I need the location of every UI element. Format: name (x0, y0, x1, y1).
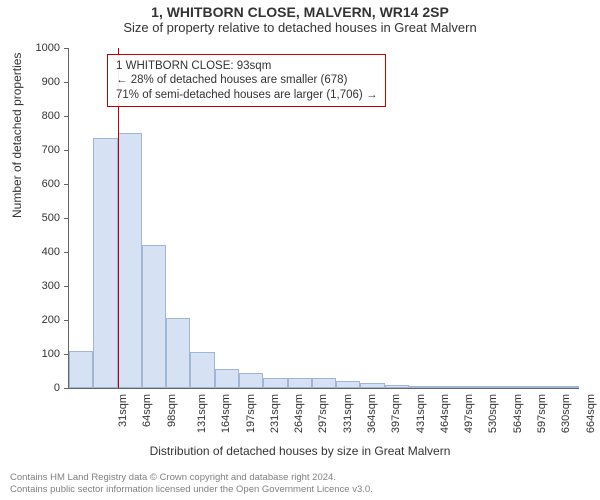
x-tick-label: 664sqm (585, 394, 597, 433)
x-tick-label: 564sqm (512, 394, 524, 433)
y-tick-label: 800 (0, 110, 60, 122)
histogram-bar (433, 386, 457, 388)
x-tick-label: 464sqm (439, 394, 451, 433)
annotation-line-3: 71% of semi-detached houses are larger (… (116, 88, 377, 102)
histogram-bar (409, 386, 433, 388)
histogram-bar (385, 385, 409, 388)
y-tick-label: 200 (0, 314, 60, 326)
x-tick-label: 331sqm (342, 394, 354, 433)
histogram-bar (555, 386, 579, 388)
x-tick-label: 364sqm (366, 394, 378, 433)
footer-line-2: Contains public sector information licen… (10, 484, 590, 496)
histogram-bar (142, 245, 166, 388)
footer-line-1: Contains HM Land Registry data © Crown c… (10, 472, 590, 484)
y-tick-label: 400 (0, 246, 60, 258)
annotation-box: 1 WHITBORN CLOSE: 93sqm ← 28% of detache… (107, 54, 386, 107)
histogram-bar (166, 318, 190, 388)
y-tick-label: 900 (0, 76, 60, 88)
histogram-bar (506, 386, 530, 388)
x-tick-label: 530sqm (488, 394, 500, 433)
x-tick-label: 131sqm (196, 394, 208, 433)
histogram-bar (288, 378, 312, 388)
x-tick-label: 397sqm (390, 394, 402, 433)
x-tick-label: 197sqm (245, 394, 257, 433)
histogram-chart: 1 WHITBORN CLOSE: 93sqm ← 28% of detache… (68, 48, 579, 389)
x-tick-label: 630sqm (560, 394, 572, 433)
page-title: 1, WHITBORN CLOSE, MALVERN, WR14 2SP (0, 0, 600, 20)
histogram-bar (239, 373, 263, 388)
histogram-bar (336, 381, 360, 388)
x-tick-label: 297sqm (318, 394, 330, 433)
histogram-bar (215, 369, 239, 388)
y-tick-label: 300 (0, 280, 60, 292)
histogram-bar (118, 133, 142, 388)
x-tick-label: 431sqm (415, 394, 427, 433)
histogram-bar (530, 386, 554, 388)
y-tick-label: 500 (0, 212, 60, 224)
y-tick-label: 600 (0, 178, 60, 190)
histogram-bar (263, 378, 287, 388)
x-tick-label: 164sqm (220, 394, 232, 433)
y-tick-label: 700 (0, 144, 60, 156)
histogram-bar (312, 378, 336, 388)
histogram-bar (69, 351, 93, 388)
annotation-line-2: ← 28% of detached houses are smaller (67… (116, 73, 377, 87)
page-subtitle: Size of property relative to detached ho… (0, 20, 600, 41)
x-tick-label: 264sqm (293, 394, 305, 433)
histogram-bar (190, 352, 214, 388)
x-tick-label: 31sqm (117, 394, 129, 427)
x-tick-label: 98sqm (166, 394, 178, 427)
x-tick-label: 497sqm (463, 394, 475, 433)
y-tick-label: 0 (0, 382, 60, 394)
histogram-bar (360, 383, 384, 388)
annotation-line-1: 1 WHITBORN CLOSE: 93sqm (116, 59, 377, 73)
histogram-bar (482, 386, 506, 388)
y-tick-label: 100 (0, 348, 60, 360)
histogram-bar (93, 138, 117, 388)
y-tick-label: 1000 (0, 42, 60, 54)
histogram-bar (458, 386, 482, 388)
footer: Contains HM Land Registry data © Crown c… (10, 472, 590, 496)
x-tick-label: 231sqm (269, 394, 281, 433)
x-tick-label: 64sqm (141, 394, 153, 427)
x-tick-label: 597sqm (536, 394, 548, 433)
x-axis-label: Distribution of detached houses by size … (0, 444, 600, 458)
